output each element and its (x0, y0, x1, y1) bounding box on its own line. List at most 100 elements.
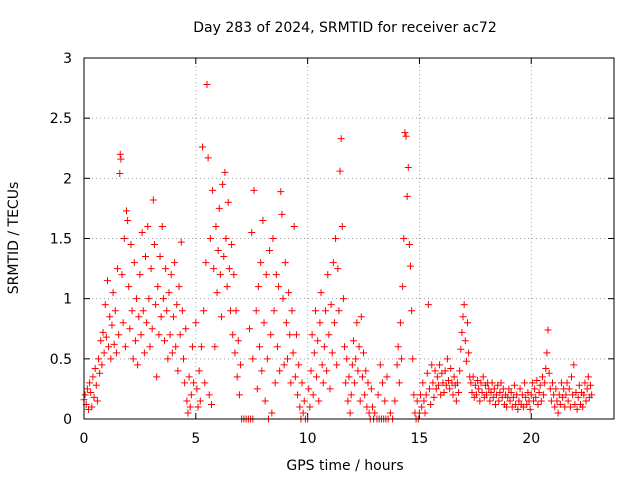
data-point (538, 373, 546, 381)
data-point (376, 361, 384, 369)
data-point (507, 389, 515, 397)
data-point (475, 385, 483, 393)
data-point (269, 235, 277, 242)
data-point (224, 198, 232, 206)
data-point (402, 132, 410, 140)
data-point (195, 367, 203, 375)
data-point (422, 391, 430, 399)
data-point (543, 349, 551, 357)
data-point (552, 385, 560, 393)
data-point (280, 361, 288, 369)
data-point (371, 409, 379, 417)
data-point (551, 403, 559, 411)
data-point (418, 403, 426, 411)
data-point (410, 391, 418, 399)
data-point (424, 301, 432, 309)
plot-area-frame (83, 57, 615, 420)
x-axis-label: GPS time / hours (286, 458, 403, 474)
y-axis-label: SRMTID / TECUs (6, 182, 22, 295)
data-point (289, 349, 297, 357)
data-point (276, 367, 284, 375)
data-point (344, 397, 352, 405)
data-point (277, 188, 285, 196)
x-tick-label: 15 (411, 431, 429, 447)
data-point (580, 391, 588, 399)
data-point (222, 235, 230, 242)
data-point (459, 313, 467, 321)
data-point (453, 379, 461, 387)
data-point (391, 397, 399, 405)
data-point (556, 401, 564, 409)
data-point (125, 283, 133, 291)
data-point (333, 361, 341, 369)
data-point (299, 409, 307, 417)
data-point (329, 259, 337, 267)
data-point (215, 204, 223, 212)
data-point (159, 295, 167, 303)
data-point (323, 367, 331, 375)
data-point (258, 367, 266, 375)
data-point (526, 405, 534, 413)
data-point (117, 155, 125, 163)
data-point (536, 381, 544, 389)
data-point (436, 361, 444, 369)
data-point (294, 391, 302, 399)
data-point (483, 391, 491, 399)
data-point (213, 289, 221, 297)
data-point (271, 379, 279, 387)
data-point (514, 405, 522, 413)
data-point (456, 367, 464, 375)
data-point (545, 369, 553, 377)
data-point (281, 259, 289, 267)
data-point (116, 170, 124, 178)
data-point (201, 379, 209, 387)
data-point (130, 259, 138, 267)
data-point (307, 367, 315, 375)
data-point (127, 241, 135, 249)
data-point (568, 373, 576, 381)
data-point (429, 379, 437, 387)
data-point (427, 401, 435, 409)
data-point (108, 321, 116, 329)
data-point (128, 307, 136, 315)
data-point (446, 385, 454, 393)
data-point (233, 373, 241, 381)
data-point (188, 343, 196, 351)
data-point (423, 369, 431, 377)
data-point (245, 325, 253, 333)
data-point (155, 331, 163, 339)
data-point (532, 393, 540, 401)
data-point (490, 385, 498, 393)
data-point (290, 222, 298, 230)
y-tick-label: 0 (63, 412, 72, 428)
data-point (471, 381, 479, 389)
data-point (327, 301, 335, 309)
data-point (434, 381, 442, 389)
data-point (214, 247, 222, 255)
data-point (339, 295, 347, 303)
data-point (346, 409, 354, 417)
data-point (91, 364, 99, 372)
x-tick-label: 0 (80, 431, 89, 447)
data-point (358, 373, 366, 381)
data-point (449, 391, 457, 399)
data-point (584, 373, 592, 381)
data-point (521, 379, 529, 387)
data-point (579, 403, 587, 411)
data-point (156, 253, 164, 261)
data-point (101, 301, 109, 309)
data-point (93, 397, 101, 405)
data-point (145, 295, 153, 303)
data-point (306, 403, 314, 411)
data-point (381, 397, 389, 405)
data-point (356, 397, 364, 405)
data-point (205, 391, 213, 399)
data-point (515, 397, 523, 405)
data-point (81, 391, 89, 399)
data-point (193, 385, 201, 393)
y-tick-label: 1.5 (50, 232, 72, 248)
data-point (218, 313, 226, 321)
data-point (462, 357, 470, 365)
data-point (87, 389, 95, 397)
